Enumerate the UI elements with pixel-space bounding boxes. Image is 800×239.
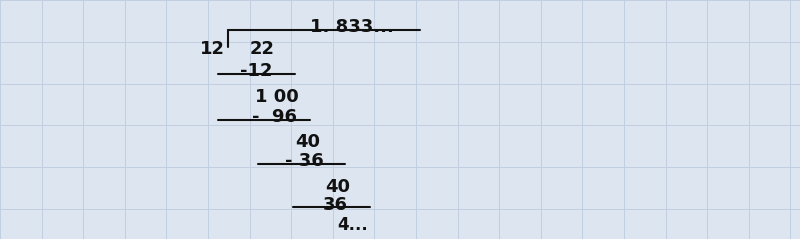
Text: 1 00: 1 00	[255, 88, 298, 106]
Text: 12: 12	[200, 40, 225, 58]
Text: -  96: - 96	[252, 108, 297, 126]
Text: 40: 40	[325, 178, 350, 196]
Text: 4...: 4...	[337, 216, 368, 234]
Text: - 36: - 36	[285, 152, 324, 170]
Text: 40: 40	[295, 133, 320, 151]
Text: -12: -12	[240, 62, 273, 80]
Text: 36: 36	[323, 196, 348, 214]
Text: 1. 833...: 1. 833...	[310, 18, 394, 36]
Text: 22: 22	[250, 40, 275, 58]
